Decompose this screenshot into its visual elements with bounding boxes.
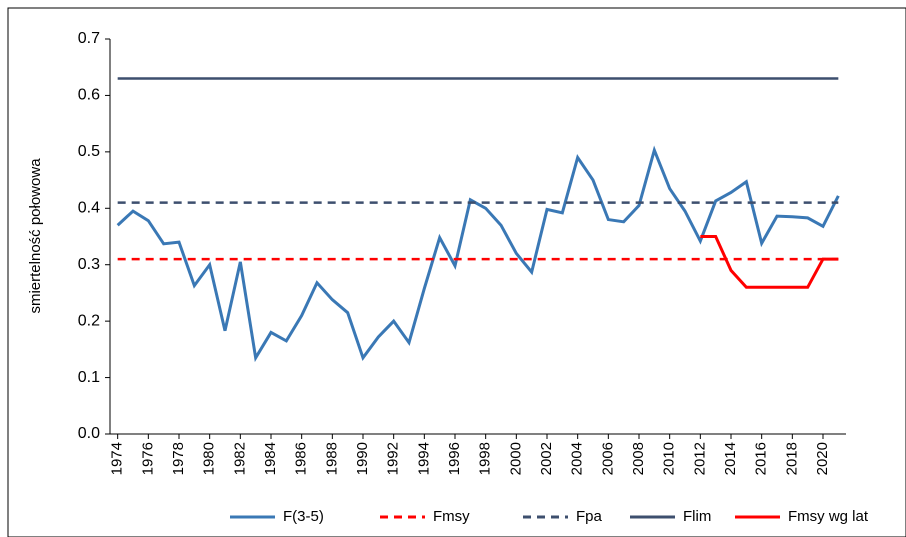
legend-label: Fpa: [576, 508, 603, 525]
x-tick-label: 1976: [139, 442, 156, 475]
x-tick-label: 1982: [231, 442, 248, 475]
y-tick-label: 0.4: [78, 200, 100, 217]
x-tick-label: 1980: [201, 442, 218, 475]
x-tick-label: 2018: [783, 442, 800, 475]
x-tick-label: 1996: [446, 442, 463, 475]
x-tick-label: 2020: [814, 442, 831, 475]
x-tick-label: 1994: [415, 442, 432, 475]
y-tick-label: 0.0: [78, 425, 100, 442]
y-tick-label: 0.3: [78, 256, 100, 273]
x-tick-label: 2010: [661, 442, 678, 475]
y-tick-label: 0.1: [78, 369, 100, 386]
y-tick-label: 0.7: [78, 30, 100, 47]
y-tick-label: 0.2: [78, 312, 100, 329]
x-tick-label: 1990: [354, 442, 371, 475]
y-tick-label: 0.6: [78, 87, 100, 104]
x-tick-label: 1992: [385, 442, 402, 475]
legend-label: Fmsy wg lat: [788, 508, 869, 525]
x-tick-label: 1998: [477, 442, 494, 475]
x-tick-label: 2006: [599, 442, 616, 475]
legend-label: F(3-5): [283, 508, 324, 525]
x-tick-label: 2002: [538, 442, 555, 475]
x-tick-label: 2008: [630, 442, 647, 475]
x-tick-label: 1988: [323, 442, 340, 475]
x-tick-label: 1974: [109, 442, 126, 475]
x-tick-label: 2012: [691, 442, 708, 475]
series-line: [700, 235, 839, 289]
y-tick-label: 0.5: [78, 143, 100, 160]
frame: [7, 7, 906, 537]
x-tick-label: 1984: [262, 442, 279, 475]
x-tick-label: 1986: [293, 442, 310, 475]
x-tick-label: 2014: [722, 442, 739, 475]
y-axis-label: smiertelność połowowa: [27, 158, 44, 314]
x-tick-label: 2016: [753, 442, 770, 475]
legend-label: Fmsy: [433, 508, 470, 525]
series-line: [116, 145, 840, 363]
x-tick-label: 1978: [170, 442, 187, 475]
x-tick-label: 2004: [569, 442, 586, 475]
x-tick-label: 2000: [507, 442, 524, 475]
legend-label: Flim: [683, 508, 711, 525]
